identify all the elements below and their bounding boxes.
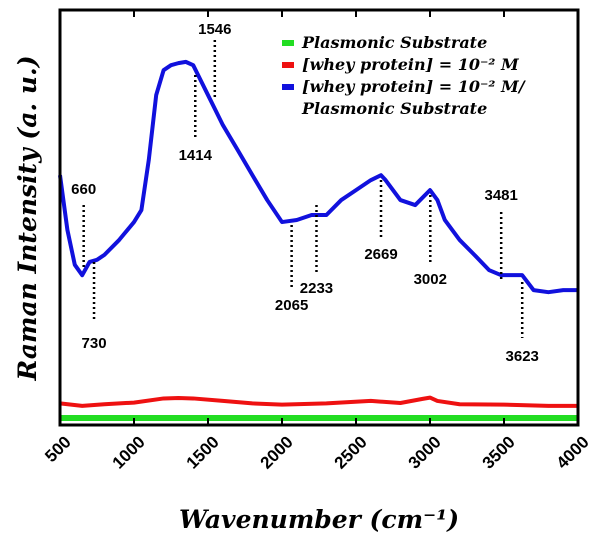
peak-label: 3623: [506, 348, 539, 365]
legend-entry: [whey protein] = 10⁻² M: [282, 54, 525, 76]
y-axis-title: Raman Intensity (a. u.): [13, 55, 42, 381]
x-tick-label: 2500: [331, 432, 371, 472]
peak-label: 2065: [275, 297, 308, 314]
series-line: [58, 59, 578, 295]
peak-label: 3481: [485, 187, 518, 204]
x-tick-label: 500: [41, 432, 74, 465]
series-line: [59, 395, 578, 408]
peak-label: 730: [82, 335, 107, 352]
x-axis-title: Wavenumber (cm⁻¹): [179, 505, 459, 534]
peak-label: 1546: [198, 21, 231, 38]
x-tick-label: 3000: [405, 432, 445, 472]
peak-label: 2669: [364, 246, 397, 263]
legend-label: [whey protein] = 10⁻² M/ Plasmonic Subst…: [302, 77, 525, 118]
peak-label: 660: [71, 181, 96, 198]
legend-swatch: [282, 62, 294, 68]
x-tick-label: 2000: [257, 432, 297, 472]
legend-entry: [whey protein] = 10⁻² M/ Plasmonic Subst…: [282, 76, 525, 120]
legend-swatch: [282, 40, 294, 46]
legend-label: Plasmonic Substrate: [302, 33, 488, 52]
peak-label: 2233: [300, 280, 333, 297]
x-tick-label: 1000: [109, 432, 149, 472]
plot-frame: [58, 8, 580, 427]
legend-entry: Plasmonic Substrate: [282, 32, 525, 54]
x-tick-label: 1500: [183, 432, 223, 472]
peak-label: 3002: [414, 271, 447, 288]
legend-swatch: [282, 84, 294, 90]
x-tick-label: 4000: [553, 432, 593, 472]
legend-label: [whey protein] = 10⁻² M: [302, 55, 519, 74]
x-tick-label: 3500: [479, 432, 519, 472]
peak-label: 1414: [179, 147, 213, 164]
legend: Plasmonic Substrate [whey protein] = 10⁻²…: [282, 32, 525, 120]
